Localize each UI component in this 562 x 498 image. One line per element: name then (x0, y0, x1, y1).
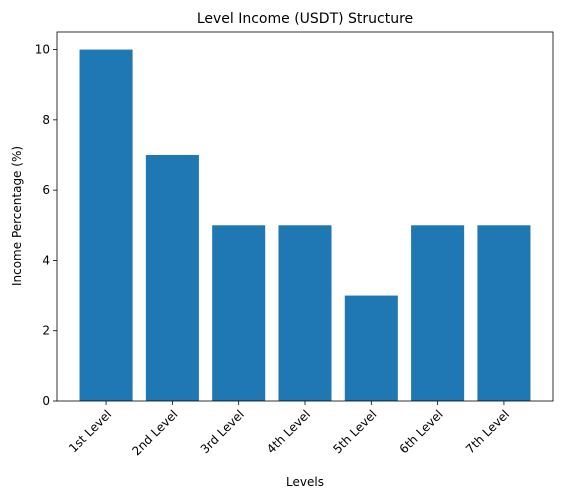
x-tick-label: 2nd Level (129, 407, 180, 458)
y-axis-label: Income Percentage (%) (10, 146, 24, 286)
x-tick-label: 1st Level (66, 407, 114, 455)
y-tick-label: 4 (42, 253, 50, 267)
bar (411, 225, 465, 401)
y-tick-label: 2 (42, 324, 50, 338)
bar (145, 155, 199, 401)
x-tick-label: 4th Level (264, 407, 313, 456)
x-axis-label: Levels (286, 475, 324, 489)
chart-title: Level Income (USDT) Structure (197, 11, 413, 27)
x-tick-label: 7th Level (463, 407, 512, 456)
bar (344, 295, 398, 401)
x-tick-label: 6th Level (397, 407, 446, 456)
bar (477, 225, 531, 401)
bar (212, 225, 266, 401)
x-tick-label: 5th Level (330, 407, 379, 456)
y-tick-label: 6 (42, 183, 50, 197)
bar (278, 225, 332, 401)
plot-frame (56, 31, 554, 402)
y-tick-label: 0 (42, 394, 50, 408)
bar (79, 49, 133, 401)
y-tick-label: 8 (42, 113, 50, 127)
y-tick-label: 10 (35, 43, 50, 57)
x-tick-label: 3rd Level (198, 407, 247, 456)
